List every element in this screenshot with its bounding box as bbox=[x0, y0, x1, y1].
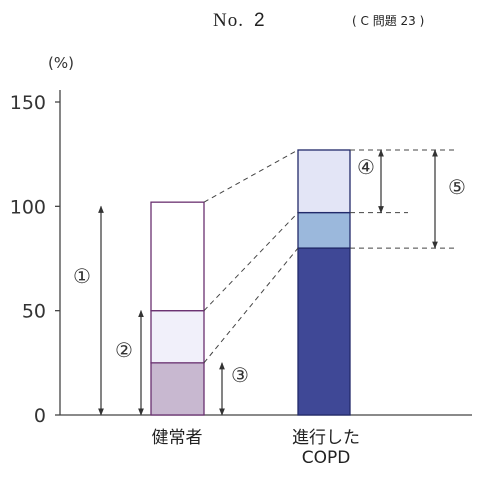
bars bbox=[150, 149, 351, 416]
figure-number: No. 2 bbox=[213, 10, 266, 32]
figure-number-label: No. bbox=[213, 10, 244, 31]
annotations: ① ② ③ ④ ⑤ bbox=[73, 149, 466, 416]
question-reference: ( C 問題 23 ) bbox=[352, 14, 425, 28]
bar-segment-1-1 bbox=[297, 211, 351, 249]
connector-lines bbox=[203, 149, 458, 364]
bar-segment-0-0 bbox=[150, 362, 205, 416]
connector-dash-2 bbox=[203, 247, 299, 364]
y-tick-label: 100 bbox=[10, 196, 46, 218]
y-tick-label: 150 bbox=[10, 92, 46, 114]
connector-dash-0 bbox=[203, 149, 299, 203]
y-tick-label: 0 bbox=[34, 405, 46, 427]
annotation-label-1: ② bbox=[115, 338, 133, 362]
category-label-0-line-0: 健常者 bbox=[152, 428, 203, 448]
bar-segment-1-2 bbox=[297, 149, 351, 214]
y-tick-label: 50 bbox=[22, 301, 46, 323]
connector-dash-1 bbox=[203, 212, 299, 312]
annotation-label-4: ⑤ bbox=[448, 175, 466, 199]
annotation-label-2: ③ bbox=[231, 363, 249, 387]
figure-number-value: 2 bbox=[253, 10, 266, 31]
y-axis-unit-label: (%) bbox=[48, 54, 74, 72]
axes bbox=[59, 90, 472, 416]
bar-segment-1-0 bbox=[297, 247, 351, 416]
category-label-1-line-0: 進行した bbox=[292, 428, 360, 448]
bar-segment-0-2 bbox=[150, 201, 205, 312]
bar-segment-0-1 bbox=[150, 310, 205, 364]
category-label-1-line-1: COPD bbox=[302, 448, 351, 468]
annotation-label-0: ① bbox=[73, 264, 91, 288]
annotation-label-3: ④ bbox=[357, 155, 375, 179]
y-ticks: 0 50 100 150 bbox=[10, 92, 60, 427]
